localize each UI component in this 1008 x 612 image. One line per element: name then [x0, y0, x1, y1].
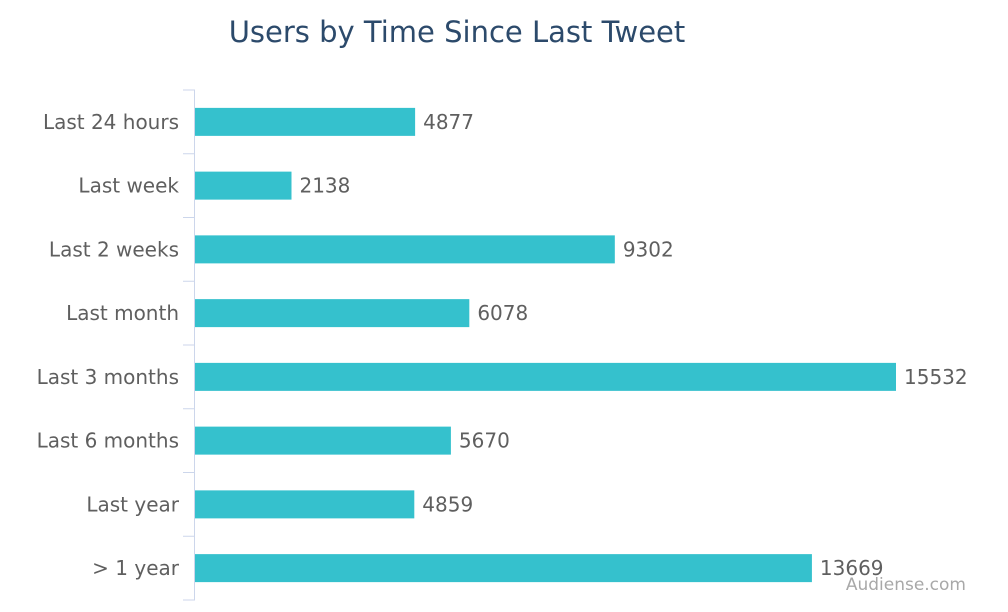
category-label: Last month — [66, 301, 179, 325]
axis — [183, 89, 195, 601]
category-label: Last 3 months — [37, 365, 179, 389]
chart-title: Users by Time Since Last Tweet — [229, 15, 686, 49]
category-label: > 1 year — [92, 556, 180, 580]
value-labels: 4877 2138 9302 6078 15532 5670 4859 13669 — [299, 110, 967, 580]
data-label: 9302 — [623, 237, 674, 261]
category-label: Last 6 months — [37, 429, 179, 453]
bar[interactable] — [195, 235, 615, 264]
category-label: Last week — [78, 174, 179, 198]
category-label: Last 24 hours — [43, 110, 179, 134]
data-label: 4877 — [423, 110, 474, 134]
data-label: 4859 — [422, 492, 473, 516]
bar[interactable] — [195, 426, 451, 455]
category-label: Last year — [86, 492, 179, 516]
data-label: 13669 — [820, 556, 884, 580]
credit-text[interactable]: Audiense.com — [846, 575, 966, 595]
bar[interactable] — [195, 554, 812, 583]
data-label: 5670 — [459, 429, 510, 453]
data-label: 15532 — [904, 365, 968, 389]
data-label: 6078 — [477, 301, 528, 325]
bar[interactable] — [195, 107, 416, 136]
bar[interactable] — [195, 299, 470, 328]
bars — [195, 107, 896, 583]
bar[interactable] — [195, 362, 896, 391]
bar[interactable] — [195, 171, 292, 200]
category-labels: Last 24 hours Last week Last 2 weeks Last m… — [37, 110, 180, 580]
category-label: Last 2 weeks — [49, 237, 179, 261]
bar[interactable] — [195, 490, 415, 519]
data-label: 2138 — [299, 174, 350, 198]
